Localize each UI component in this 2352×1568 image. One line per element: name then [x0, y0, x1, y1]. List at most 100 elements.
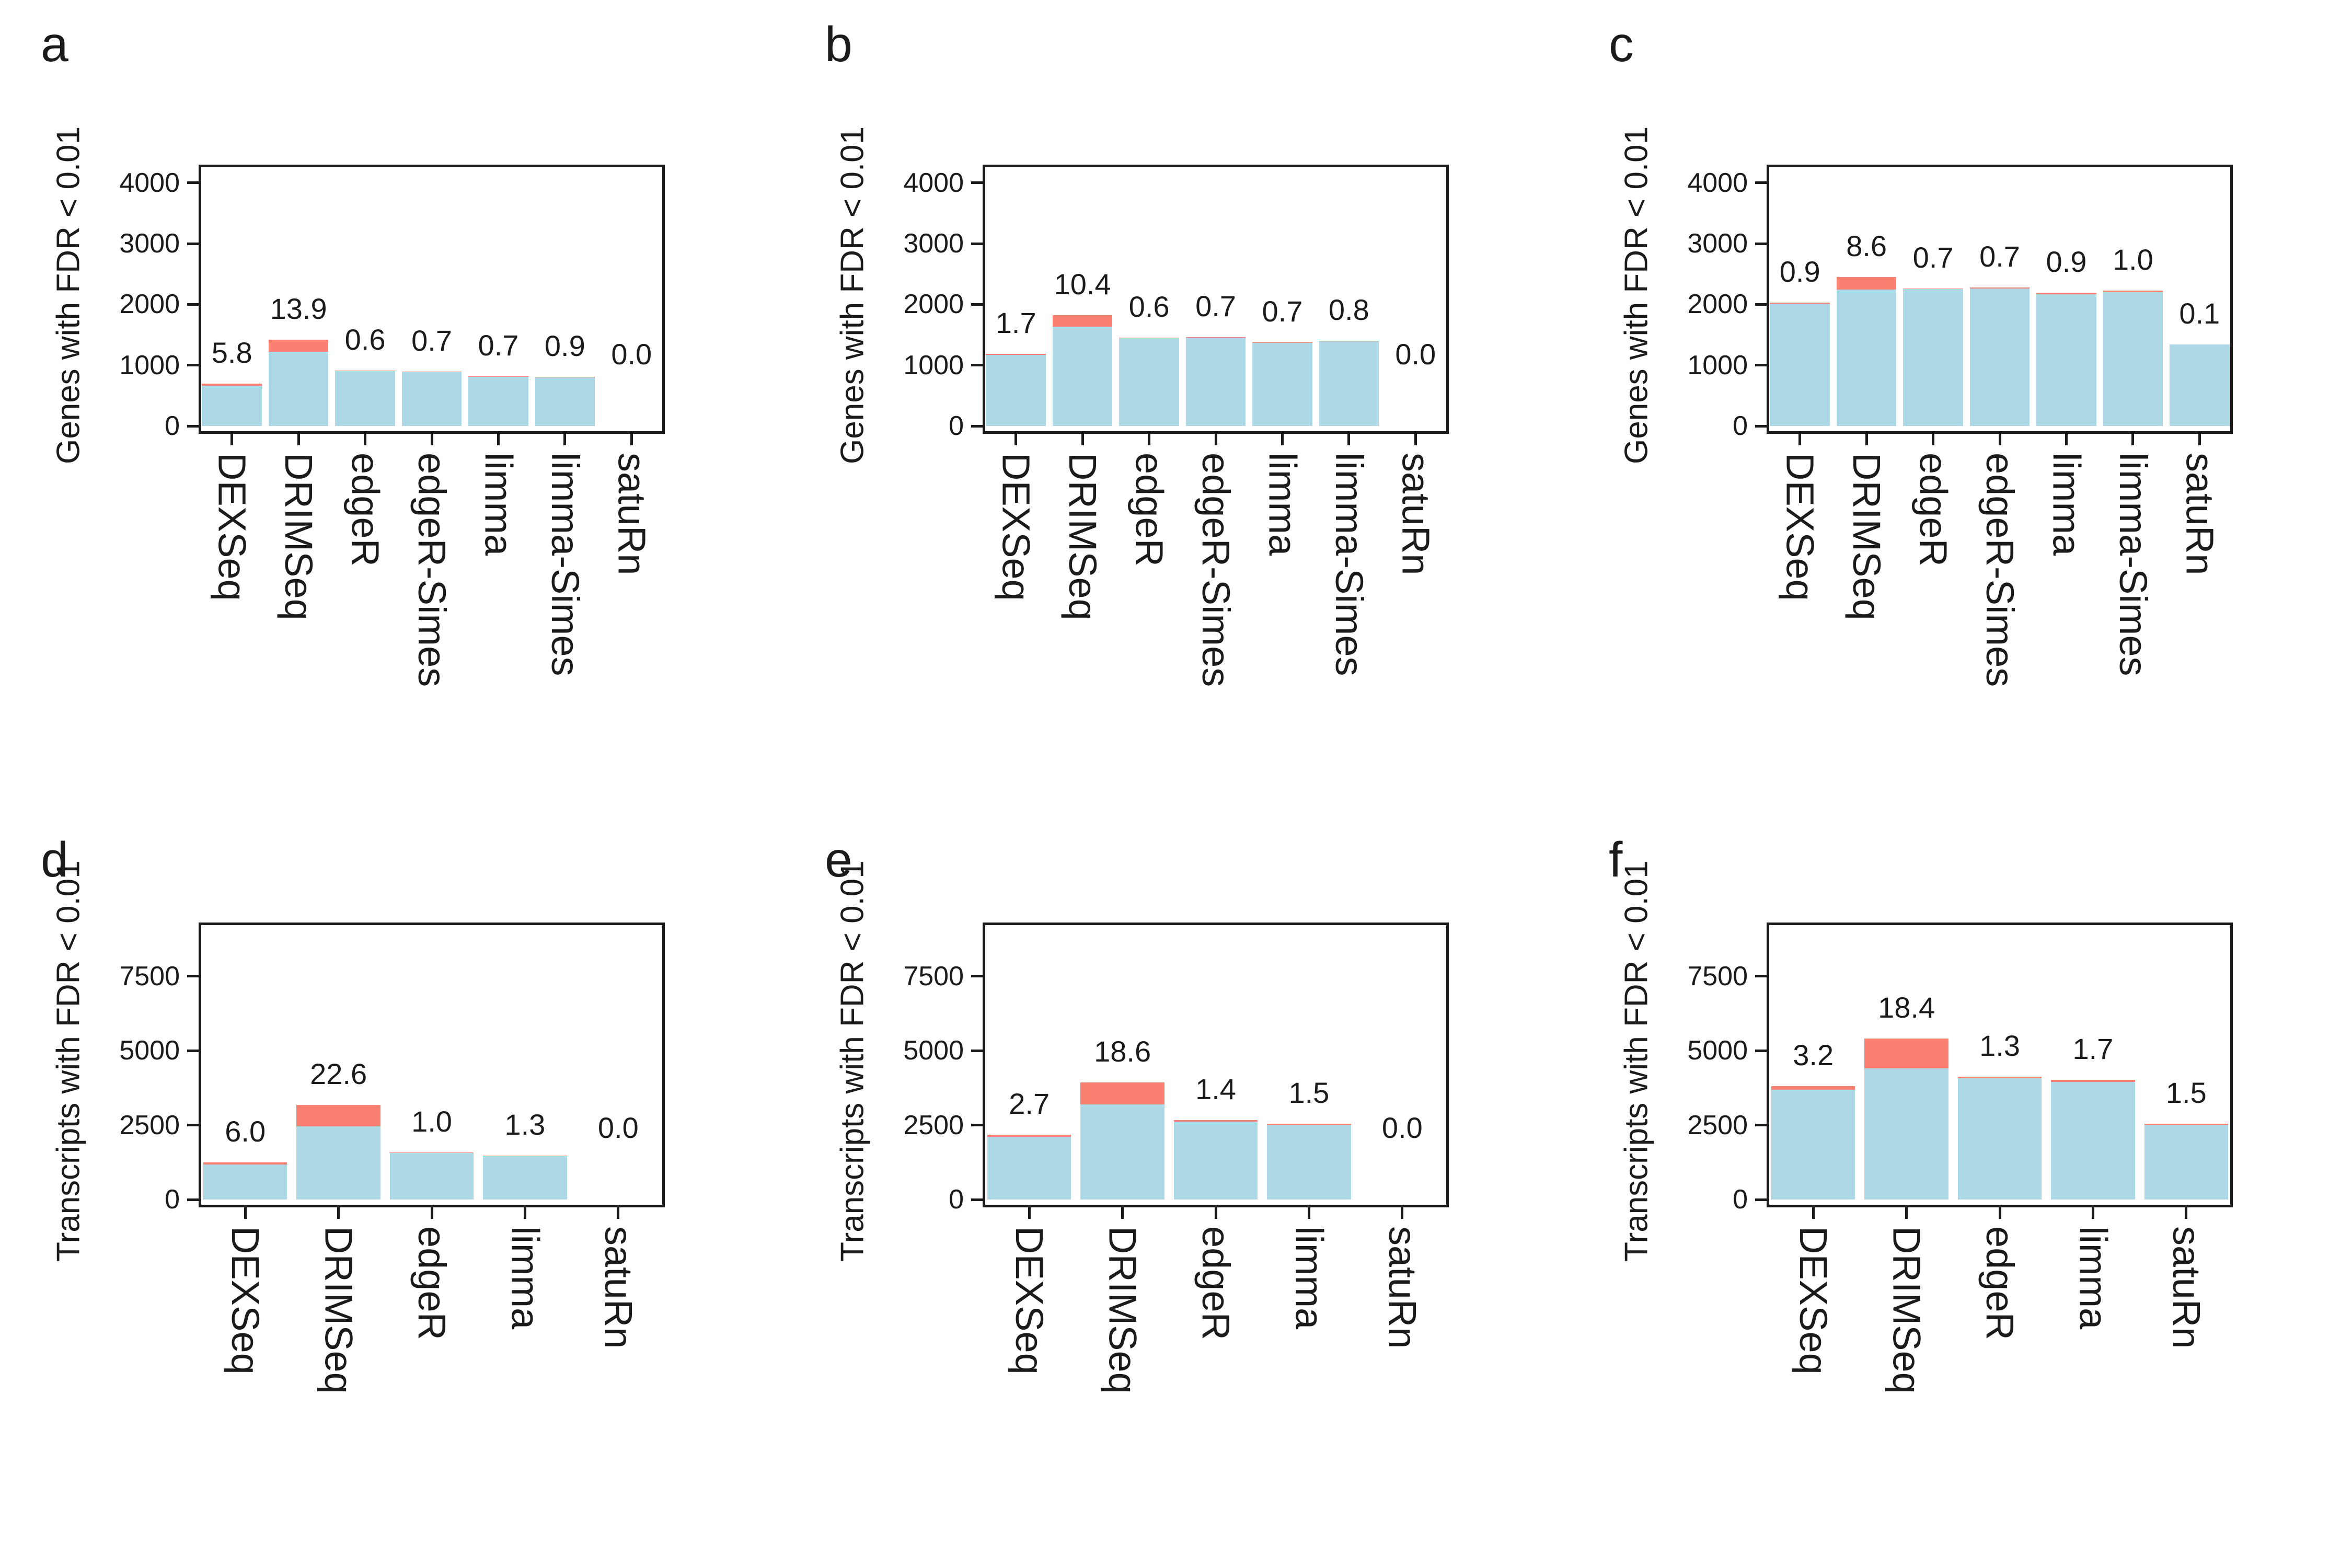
bar-segment-discoveries-limma — [1252, 342, 1312, 426]
bar-value-label-limma-Simes: 0.8 — [1328, 293, 1369, 327]
y-tick-mark — [1755, 1124, 1767, 1127]
x-axis-label-edgeR: edgeR — [1911, 453, 1955, 567]
y-tick-label: 2500 — [1687, 1110, 1748, 1140]
x-tick-mark — [523, 1207, 526, 1219]
y-tick-label: 2000 — [903, 289, 964, 320]
y-tick-label: 0 — [1733, 1184, 1748, 1215]
y-tick-mark — [1755, 424, 1767, 428]
y-tick-mark — [187, 364, 199, 367]
y-tick-label: 0 — [949, 411, 964, 441]
bar-value-label-edgeR-Simes: 0.7 — [1195, 289, 1236, 322]
bar-segment-false-discoveries-limma — [2051, 1080, 2135, 1082]
y-tick-label: 2000 — [119, 289, 180, 320]
bar-value-label-satuRn: 0.0 — [1381, 1111, 1423, 1144]
y-tick-label: 7500 — [903, 961, 964, 991]
y-tick-mark — [971, 424, 983, 428]
x-tick-mark — [630, 434, 633, 445]
bar-segment-discoveries-limma — [2036, 294, 2096, 426]
x-axis-label-satuRn: satuRn — [610, 453, 654, 575]
plot-area-border — [1767, 165, 2233, 434]
bar-segment-false-discoveries-satuRn — [2144, 1123, 2229, 1125]
y-tick-label: 3000 — [1687, 228, 1748, 259]
bar-segment-discoveries-edgeR-Simes — [1969, 289, 2030, 426]
bar-segment-discoveries-DRIMSeq — [1080, 1104, 1165, 1200]
bar-value-label-edgeR: 1.0 — [411, 1104, 452, 1138]
y-tick-mark — [971, 303, 983, 306]
bar-segment-discoveries-limma — [468, 376, 528, 426]
y-tick-mark — [1755, 975, 1767, 978]
bar-value-label-DEXSeq: 0.9 — [1779, 255, 1820, 288]
y-tick-mark — [971, 1049, 983, 1052]
bar-value-label-limma: 1.3 — [504, 1108, 546, 1142]
y-tick-label: 4000 — [1687, 167, 1748, 198]
x-tick-mark — [430, 1207, 433, 1219]
bar-value-label-limma: 0.7 — [478, 328, 519, 362]
bar-segment-false-discoveries-limma — [1252, 342, 1312, 343]
x-tick-mark — [2065, 434, 2068, 445]
bar-segment-discoveries-DEXSeq — [202, 386, 262, 426]
bar-segment-discoveries-DEXSeq — [203, 1165, 287, 1200]
bar-value-label-satuRn: 0.1 — [2179, 297, 2220, 330]
x-axis-label-edgeR: edgeR — [343, 453, 387, 567]
bar-value-label-DRIMSeq: 13.9 — [270, 292, 327, 325]
bar-segment-discoveries-edgeR-Simes — [401, 372, 462, 426]
bar-segment-discoveries-satuRn — [2144, 1124, 2229, 1200]
x-axis-label-edgeR-Simes: edgeR-Simes — [1194, 453, 1238, 687]
bar-value-label-limma: 1.5 — [1288, 1076, 1330, 1110]
x-tick-mark — [1121, 1207, 1124, 1219]
bar-segment-discoveries-limma — [2051, 1082, 2135, 1200]
bar-value-label-edgeR: 0.6 — [344, 323, 386, 356]
y-tick-label: 5000 — [903, 1035, 964, 1066]
x-tick-mark — [1148, 434, 1151, 445]
bar-value-label-limma: 0.7 — [1262, 294, 1303, 328]
bar-segment-discoveries-edgeR — [335, 371, 395, 426]
bar-segment-discoveries-limma-Simes — [1319, 341, 1379, 426]
y-tick-mark — [187, 242, 199, 245]
y-tick-mark — [971, 975, 983, 978]
y-tick-mark — [187, 181, 199, 185]
bar-segment-false-discoveries-DEXSeq — [202, 383, 262, 386]
bar-value-label-DEXSeq: 1.7 — [995, 306, 1036, 339]
x-tick-mark — [617, 1207, 620, 1219]
x-tick-mark — [1214, 1207, 1217, 1219]
y-tick-mark — [187, 1049, 199, 1052]
x-tick-mark — [1414, 434, 1417, 445]
x-tick-mark — [337, 1207, 340, 1219]
y-tick-mark — [1755, 1198, 1767, 1201]
x-tick-mark — [230, 434, 234, 445]
y-tick-label: 3000 — [119, 228, 180, 259]
x-tick-mark — [1347, 434, 1351, 445]
bar-segment-discoveries-DRIMSeq — [296, 1126, 381, 1200]
bar-segment-false-discoveries-edgeR — [1957, 1077, 2042, 1079]
x-tick-mark — [1028, 1207, 1031, 1219]
x-axis-label-edgeR: edgeR — [1127, 453, 1171, 567]
bar-value-label-edgeR: 0.7 — [1912, 240, 1954, 274]
bar-segment-false-discoveries-edgeR — [1903, 288, 1963, 290]
bar-value-label-satuRn: 0.0 — [597, 1111, 639, 1144]
x-tick-mark — [1865, 434, 1868, 445]
x-axis-label-DEXSeq: DEXSeq — [224, 1226, 268, 1375]
bar-segment-false-discoveries-DEXSeq — [1770, 302, 1830, 304]
bar-segment-false-discoveries-edgeR-Simes — [1969, 287, 2030, 289]
bar-value-label-satuRn: 1.5 — [2165, 1076, 2207, 1109]
x-tick-mark — [563, 434, 567, 445]
y-tick-mark — [971, 364, 983, 367]
bar-segment-false-discoveries-edgeR-Simes — [1185, 337, 1246, 338]
x-axis-label-DEXSeq: DEXSeq — [1008, 1226, 1052, 1375]
bar-segment-false-discoveries-DRIMSeq — [1080, 1082, 1165, 1104]
x-tick-mark — [430, 434, 433, 445]
bar-segment-false-discoveries-DRIMSeq — [296, 1105, 381, 1127]
x-axis-label-DEXSeq: DEXSeq — [994, 453, 1038, 601]
x-tick-mark — [2198, 434, 2201, 445]
panel-letter-e: e — [825, 832, 852, 887]
bar-segment-discoveries-DRIMSeq — [268, 351, 329, 426]
bar-value-label-DRIMSeq: 22.6 — [310, 1057, 367, 1091]
x-tick-mark — [364, 434, 367, 445]
x-axis-label-DRIMSeq: DRIMSeq — [1845, 453, 1889, 620]
y-tick-label: 3000 — [903, 228, 964, 259]
bar-segment-discoveries-DRIMSeq — [1836, 290, 1897, 426]
bar-segment-discoveries-limma-Simes — [2103, 292, 2163, 426]
bar-segment-false-discoveries-limma-Simes — [2103, 291, 2163, 292]
bar-value-label-DEXSeq: 6.0 — [225, 1114, 266, 1148]
